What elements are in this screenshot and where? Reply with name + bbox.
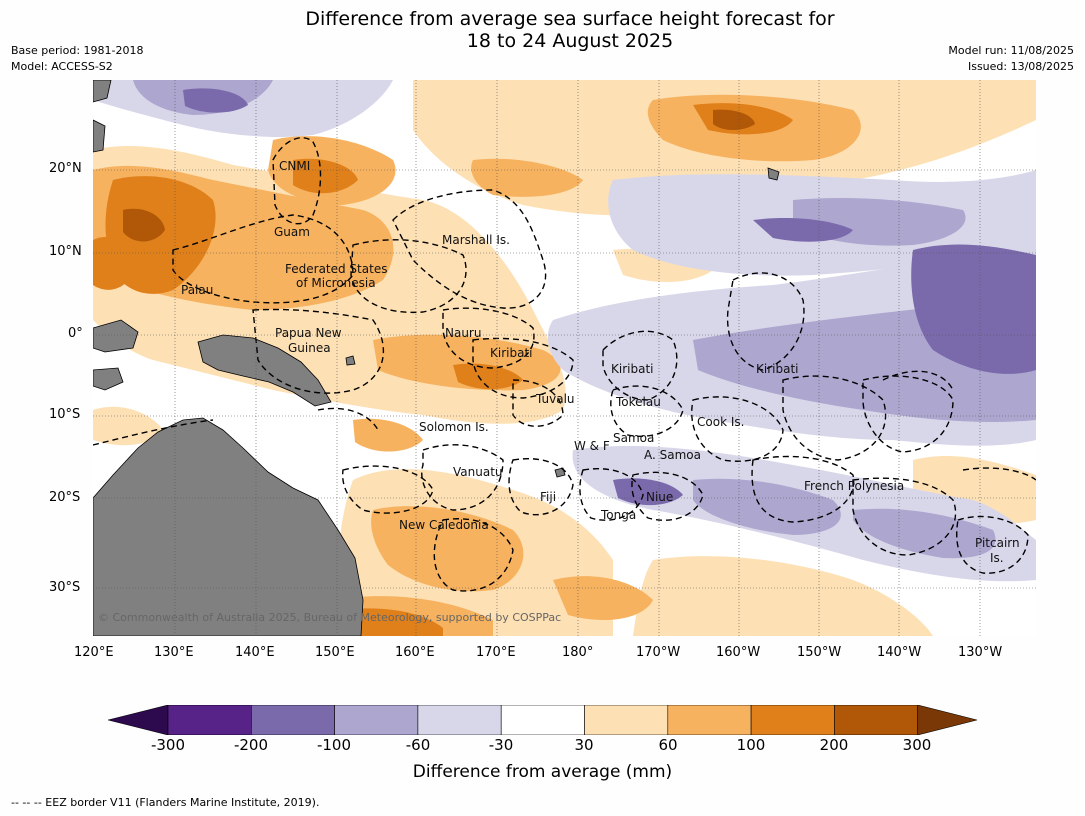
eez-borders xyxy=(93,137,1036,592)
graticule xyxy=(93,80,1036,636)
colorbar-tick: 100 xyxy=(736,736,766,754)
title-line-2: 18 to 24 August 2025 xyxy=(466,30,674,52)
label-cook-is: Cook Is. xyxy=(697,415,744,429)
colorbar-max-arrow xyxy=(917,705,978,735)
colorbar-bin xyxy=(167,705,252,735)
colorbar-bin xyxy=(500,705,585,735)
colorbar-tick: 30 xyxy=(574,736,594,754)
lon-label-140e: 140°E xyxy=(235,645,275,660)
lat-label-10n: 10°N xyxy=(49,244,82,259)
lon-label-180: 180° xyxy=(562,645,594,660)
label-pitcairn-line2: Is. xyxy=(990,551,1004,565)
label-nauru: Nauru xyxy=(445,326,481,340)
model-name: Model: ACCESS-S2 xyxy=(11,60,113,73)
colorbar-bin xyxy=(584,705,669,735)
label-marshall-is: Marshall Is. xyxy=(442,233,510,247)
label-kiribati-west: Kiribati xyxy=(490,346,532,360)
colorbar-tick: 200 xyxy=(819,736,849,754)
colorbar xyxy=(108,705,978,735)
colorbar-tick: -200 xyxy=(233,736,269,754)
lat-label-20s: 20°S xyxy=(49,490,81,505)
lon-label-170w: 170°W xyxy=(636,645,681,660)
colorbar-min-arrow xyxy=(108,705,169,735)
label-tonga: Tonga xyxy=(600,508,636,522)
issued-date: Issued: 13/08/2025 xyxy=(967,60,1074,73)
label-palau: Palau xyxy=(181,283,213,297)
colorbar-bin xyxy=(417,705,502,735)
colorbar-tick: 60 xyxy=(658,736,678,754)
lat-label-0: 0° xyxy=(68,326,83,341)
lon-label-160w: 160°W xyxy=(716,645,761,660)
label-cnmi: CNMI xyxy=(279,159,310,173)
copyright-notice: © Commonwealth of Australia 2025, Bureau… xyxy=(98,611,561,624)
label-guam: Guam xyxy=(274,225,310,239)
base-period: Base period: 1981-2018 xyxy=(11,44,144,57)
colorbar-bin xyxy=(667,705,752,735)
label-tokelau: Tokelau xyxy=(615,395,661,409)
label-kiribati-east: Kiribati xyxy=(756,362,798,376)
positive-anomaly-layer xyxy=(93,80,1036,636)
lon-label-150e: 150°E xyxy=(315,645,355,660)
negative-anomaly-layer xyxy=(93,80,1036,582)
lon-label-120e: 120°E xyxy=(74,645,114,660)
lon-label-130w: 130°W xyxy=(958,645,1003,660)
colorbar-bin xyxy=(334,705,419,735)
lon-label-130e: 130°E xyxy=(154,645,194,660)
meta-right: Model run: 11/08/2025 Issued: 13/08/2025 xyxy=(948,43,1074,75)
label-american-samoa: A. Samoa xyxy=(644,448,701,462)
label-vanuatu: Vanuatu xyxy=(453,465,503,479)
colorbar-bin xyxy=(251,705,335,735)
label-fsm-line1: Federated States xyxy=(285,262,387,276)
colorbar-tick: -30 xyxy=(488,736,514,754)
colorbar-bin xyxy=(750,705,835,735)
lat-label-10s: 10°S xyxy=(49,407,81,422)
lon-label-150w: 150°W xyxy=(797,645,842,660)
lon-label-160e: 160°E xyxy=(395,645,435,660)
region-labels: CNMI Guam Marshall Is. Federated States … xyxy=(98,159,1020,624)
label-pitcairn-line1: Pitcairn xyxy=(975,536,1020,550)
label-wallis-futuna: W & F xyxy=(574,439,610,453)
map-title: Difference from average sea surface heig… xyxy=(0,8,1085,52)
label-kiribati-central: Kiribati xyxy=(611,362,653,376)
colorbar-tick: -100 xyxy=(316,736,352,754)
lat-label-20n: 20°N xyxy=(49,161,82,176)
colorbar-bin xyxy=(834,705,919,735)
colorbar-label: Difference from average (mm) xyxy=(412,762,673,782)
sea-level-map: CNMI Guam Marshall Is. Federated States … xyxy=(93,80,1036,636)
label-niue: Niue xyxy=(646,490,673,504)
lat-label-30s: 30°S xyxy=(49,580,81,595)
colorbar-tick: -60 xyxy=(405,736,431,754)
colorbar-tick: 300 xyxy=(902,736,932,754)
title-line-1: Difference from average sea surface heig… xyxy=(305,8,835,30)
label-fsm-line2: of Micronesia xyxy=(296,276,376,290)
meta-left: Base period: 1981-2018 Model: ACCESS-S2 xyxy=(11,43,143,75)
label-new-caledonia: New Caledonia xyxy=(399,518,489,532)
eez-footnote: -- -- -- EEZ border V11 (Flanders Marine… xyxy=(11,796,320,809)
label-tuvalu: Tuvalu xyxy=(535,392,575,406)
colorbar-tick: -300 xyxy=(150,736,186,754)
lon-label-170e: 170°E xyxy=(476,645,516,660)
model-run: Model run: 11/08/2025 xyxy=(948,44,1074,57)
label-fiji: Fiji xyxy=(540,490,556,504)
label-samoa: Samoa xyxy=(613,431,654,445)
label-png-line2: Guinea xyxy=(288,341,331,355)
label-png-line1: Papua New xyxy=(275,326,342,340)
label-solomon-is: Solomon Is. xyxy=(419,420,489,434)
label-french-polynesia: French Polynesia xyxy=(804,479,904,493)
lon-label-140w: 140°W xyxy=(877,645,922,660)
